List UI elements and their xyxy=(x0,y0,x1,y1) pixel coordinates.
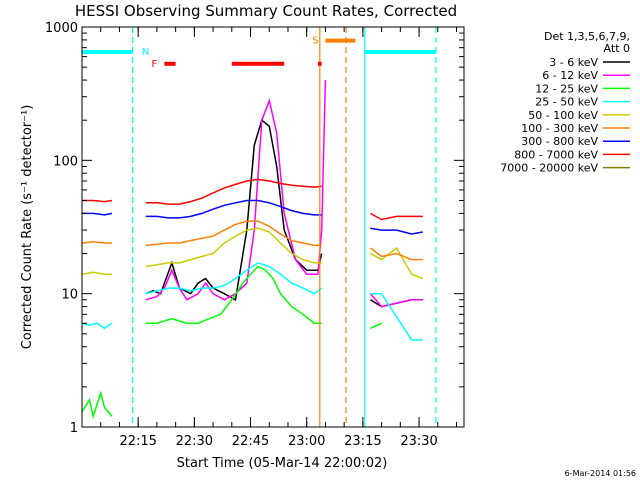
axis-layer: 22:15 22:30 22:45 23:00 23:15 23:30 1 10 100 1000 xyxy=(45,21,464,449)
y-tick-label: 1 xyxy=(70,421,78,436)
plot-frame xyxy=(81,26,465,428)
series-line xyxy=(81,265,382,420)
series-layer xyxy=(81,80,424,420)
y-tick-label: 100 xyxy=(53,154,78,169)
series-line xyxy=(82,178,423,221)
legend-entry-label: 50 - 100 keV xyxy=(528,109,598,122)
x-tick-label: 23:15 xyxy=(344,434,381,449)
series-line xyxy=(145,80,423,308)
flag-label: S xyxy=(312,36,318,47)
series-line xyxy=(82,199,423,235)
y-tick-label: 1000 xyxy=(45,21,78,36)
legend-header: Att 0 xyxy=(604,42,630,55)
legend-entry-label: 12 - 25 keV xyxy=(535,82,598,95)
x-tick-label: 23:00 xyxy=(288,434,325,449)
x-tick-label: 22:45 xyxy=(232,434,269,449)
y-tick-label: 10 xyxy=(61,288,78,303)
flag-label: F xyxy=(152,59,158,70)
x-axis-label: Start Time (05-Mar-14 22:00:02) xyxy=(177,456,388,471)
footer-timestamp: 6-Mar-2014 01:56 xyxy=(565,469,636,478)
series-line xyxy=(81,262,423,341)
series-line xyxy=(81,220,423,261)
legend-entry-label: 25 - 50 keV xyxy=(535,96,598,109)
legend-header: Det 1,3,5,6,7,9, xyxy=(544,30,630,43)
legend-entry-label: 3 - 6 keV xyxy=(549,56,598,69)
legend-entry-label: 100 - 300 keV xyxy=(521,122,598,135)
chart-title: HESSI Observing Summary Count Rates, Cor… xyxy=(75,2,457,20)
y-axis-label: Corrected Count Rate (s⁻¹ detector⁻¹) xyxy=(20,105,35,350)
legend-entry-label: 800 - 7000 keV xyxy=(514,148,598,161)
x-tick-label: 22:15 xyxy=(119,434,156,449)
series-line xyxy=(81,227,424,280)
legend-entry-label: 300 - 800 keV xyxy=(521,135,598,148)
x-tick-label: 22:30 xyxy=(176,434,213,449)
legend-entry-label: 7000 - 20000 keV xyxy=(500,162,598,175)
flag-label: N xyxy=(142,47,149,58)
overlay-layer: NF S xyxy=(82,27,437,427)
legend-entry-label: 6 - 12 keV xyxy=(542,69,598,82)
x-tick-label: 23:30 xyxy=(400,434,437,449)
